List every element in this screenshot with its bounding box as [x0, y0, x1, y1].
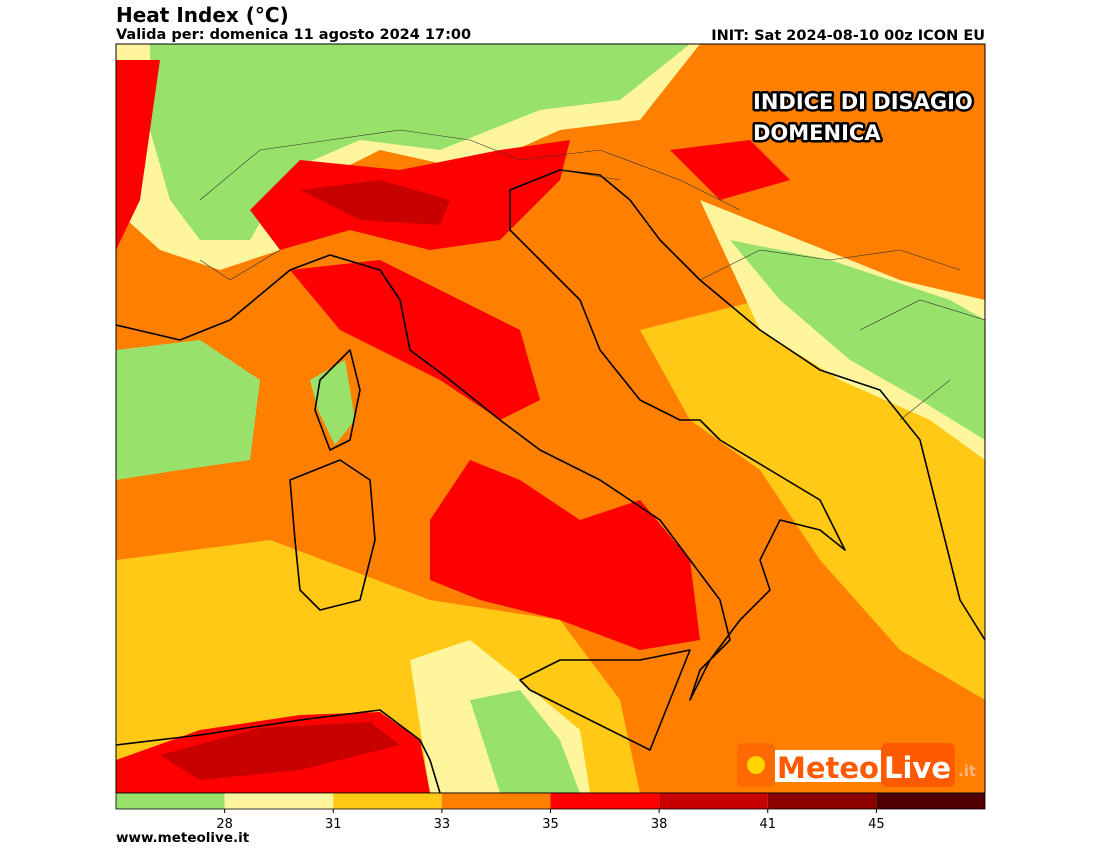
field [730, 240, 985, 440]
field [290, 260, 540, 420]
colorbar-segment [876, 793, 985, 809]
colorbar-tick-label: 28 [216, 817, 233, 832]
footer-url: www.meteolive.it [116, 830, 250, 846]
logo-box [775, 750, 881, 782]
field [160, 722, 400, 780]
field [430, 460, 700, 650]
colorbar-tick-label: 38 [651, 817, 668, 832]
colorbar-segment [550, 793, 660, 809]
logo-text: Meteo [777, 751, 879, 785]
colorbar-segment [441, 793, 551, 809]
overlay-line: INDICE DI DISAGIO [753, 90, 973, 114]
logo-text: Live [884, 751, 951, 785]
field [670, 140, 790, 200]
colorbar-tick-label: 41 [759, 817, 776, 832]
map [116, 44, 985, 793]
field [300, 180, 450, 225]
logo-box [881, 743, 955, 787]
colorbar-segment [659, 793, 768, 809]
logo-sun [747, 756, 765, 774]
colorbar-tick-label: 33 [434, 817, 451, 832]
field [116, 340, 260, 480]
field [310, 360, 355, 445]
colorbar-tick-label: 35 [542, 817, 559, 832]
title: Heat Index (°C) [116, 3, 289, 27]
colorbar-segment [333, 793, 442, 809]
field [470, 690, 580, 793]
subtitle: Valida per: domenica 11 agosto 2024 17:0… [116, 27, 471, 43]
colorbar: 28 31 33 35 38 41 45 [115, 792, 986, 832]
logo: Meteo Live .it [737, 743, 976, 787]
colorbar-segment [116, 793, 225, 809]
colorbar-tick-label: 45 [868, 817, 885, 832]
colorbar-segment [224, 793, 334, 809]
colorbar-tick-label: 31 [325, 817, 342, 832]
init-info: INIT: Sat 2024-08-10 00z ICON EU [711, 28, 985, 44]
field [150, 44, 690, 240]
colorbar-segment [767, 793, 877, 809]
overlay-line: DOMENICA [753, 121, 881, 145]
field [116, 60, 160, 250]
logo-text: .it [958, 762, 976, 780]
